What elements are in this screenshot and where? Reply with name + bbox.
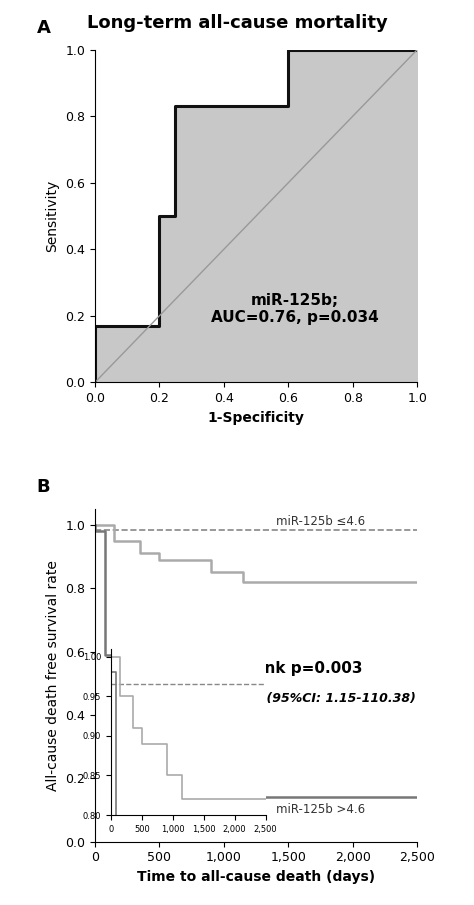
X-axis label: 1-Specificity: 1-Specificity: [208, 411, 304, 424]
Y-axis label: All-cause death free survival rate: All-cause death free survival rate: [46, 560, 60, 791]
X-axis label: Time to all-cause death (days): Time to all-cause death (days): [137, 870, 375, 884]
Text: adj. HR=11.26 (95%CI: 1.15-110.38): adj. HR=11.26 (95%CI: 1.15-110.38): [161, 692, 416, 705]
Text: B: B: [37, 479, 50, 496]
Text: miR-125b ≤4.6: miR-125b ≤4.6: [276, 515, 365, 528]
Text: log-rank p=0.003: log-rank p=0.003: [214, 662, 363, 676]
Text: miR-125b >4.6: miR-125b >4.6: [276, 804, 365, 816]
Text: Long-term all-cause mortality: Long-term all-cause mortality: [87, 14, 387, 32]
Text: A: A: [37, 19, 51, 37]
Y-axis label: Sensitivity: Sensitivity: [46, 180, 60, 252]
Text: miR-125b;
AUC=0.76, p=0.034: miR-125b; AUC=0.76, p=0.034: [211, 293, 379, 326]
